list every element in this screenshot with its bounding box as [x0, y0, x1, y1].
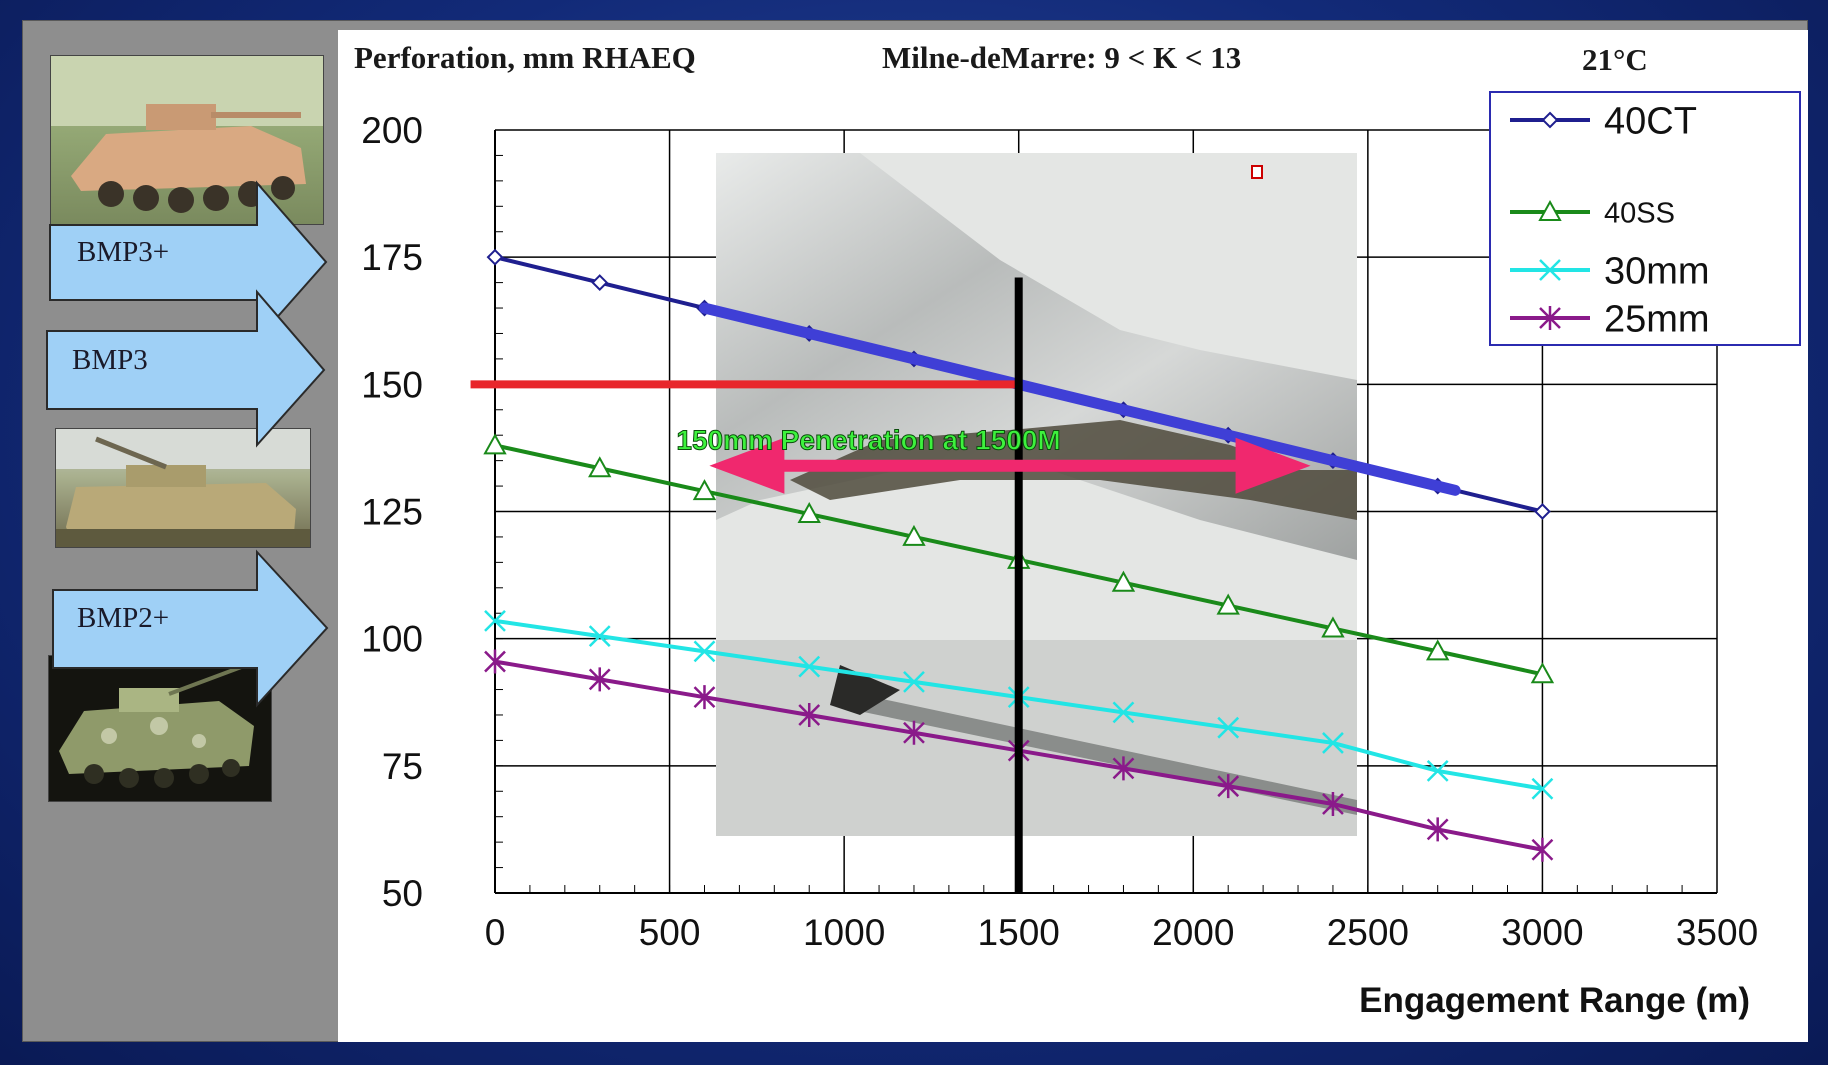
bmp3-photo	[55, 428, 311, 548]
penetration-arrow-head-left	[709, 437, 785, 494]
vehicle-arrows	[46, 180, 329, 708]
data-point	[1217, 774, 1240, 799]
data-point	[1112, 756, 1135, 781]
bmp3plus-photo	[50, 55, 324, 225]
data-point	[588, 625, 611, 648]
data-point	[483, 433, 507, 455]
y-tick-label: 100	[361, 619, 423, 660]
chart-title: Perforation, mm RHAEQ	[354, 40, 696, 75]
bmp2plus-arrow	[52, 549, 329, 708]
x-tick-label: 1000	[803, 912, 885, 953]
x-tick-label: 3000	[1501, 912, 1583, 953]
data-point	[1217, 716, 1240, 739]
data-point	[1531, 837, 1554, 862]
data-point	[588, 667, 611, 692]
annotations: 150mm Penetration at 1500M	[470, 165, 1461, 893]
data-point	[903, 720, 925, 745]
data-point	[1539, 259, 1561, 281]
data-point	[693, 640, 716, 663]
penetration-annotation: 150mm Penetration at 1500M	[676, 425, 1060, 456]
data-point	[1112, 701, 1135, 724]
data-point	[692, 479, 717, 501]
tick-labels: 0 500 1000 1500 2000 2500 3000 3500 50 75 100 125 15…	[361, 110, 1758, 953]
data-point	[902, 524, 926, 546]
y-tick-label: 125	[361, 492, 423, 533]
bmp2plus-label: BMP2+	[77, 602, 170, 634]
data-point	[1530, 662, 1555, 684]
chart-temperature: 21°C	[1582, 42, 1648, 77]
y-tick-label: 50	[382, 873, 423, 914]
data-point	[591, 274, 609, 292]
legend-label: 30mm	[1604, 251, 1710, 293]
x-tick-label: 1500	[978, 912, 1060, 953]
penetration-arrow-head-right	[1235, 437, 1311, 494]
x-axis-label: Engagement Range (m)	[1359, 981, 1750, 1020]
data-point	[903, 671, 925, 693]
data-point	[1426, 760, 1449, 782]
highlight-40ct-segment	[698, 302, 1461, 496]
data-point	[588, 456, 612, 478]
data-point	[798, 655, 821, 678]
x-tick-label: 2000	[1152, 912, 1234, 953]
legend-label: 40SS	[1604, 197, 1675, 229]
legend-entry-30mm: 30mm	[1510, 251, 1710, 293]
legend-entry-40CT: 40CT	[1510, 101, 1697, 143]
data-point	[1534, 503, 1551, 520]
data-point	[1322, 732, 1344, 754]
bmp2plus-photo	[48, 655, 272, 802]
data-point	[484, 609, 506, 632]
data-point	[1111, 570, 1136, 592]
data-point	[1539, 306, 1561, 330]
y-tick-label: 200	[361, 110, 423, 151]
penetration-photo	[716, 153, 1357, 836]
data-point	[1425, 639, 1450, 661]
x-tick-label: 3500	[1676, 912, 1758, 953]
data-point	[1216, 593, 1240, 615]
data-point	[486, 248, 504, 266]
bmp3plus-label: BMP3+	[77, 236, 170, 268]
data-point	[484, 649, 506, 674]
x-tick-label: 0	[485, 912, 506, 953]
data-point	[1321, 616, 1345, 638]
bmp3-label: BMP3	[72, 344, 148, 376]
data-point	[1322, 791, 1344, 816]
data-point	[797, 501, 821, 524]
data-point	[1541, 111, 1559, 129]
legend-label: 40CT	[1604, 101, 1697, 143]
chart-criterion: Milne-deMarre: 9 < K < 13	[882, 40, 1241, 75]
cursor-icon	[1251, 165, 1263, 179]
data-point	[798, 702, 821, 727]
x-tick-label: 500	[639, 912, 701, 953]
legend-entry-25mm: 25mm	[1510, 299, 1710, 341]
data-point	[1538, 199, 1562, 221]
y-tick-label: 175	[361, 237, 423, 278]
data-point	[1531, 777, 1554, 800]
data-point	[693, 685, 716, 710]
x-tick-label: 2500	[1327, 912, 1409, 953]
y-tick-label: 150	[361, 364, 423, 405]
legend: 40CT 40SS 30mm 25mm	[1489, 91, 1801, 346]
y-tick-label: 75	[382, 746, 423, 787]
data-point	[1426, 817, 1449, 842]
legend-label: 25mm	[1604, 299, 1710, 341]
bmp3-arrow	[46, 289, 326, 448]
legend-entry-40SS: 40SS	[1510, 197, 1675, 229]
